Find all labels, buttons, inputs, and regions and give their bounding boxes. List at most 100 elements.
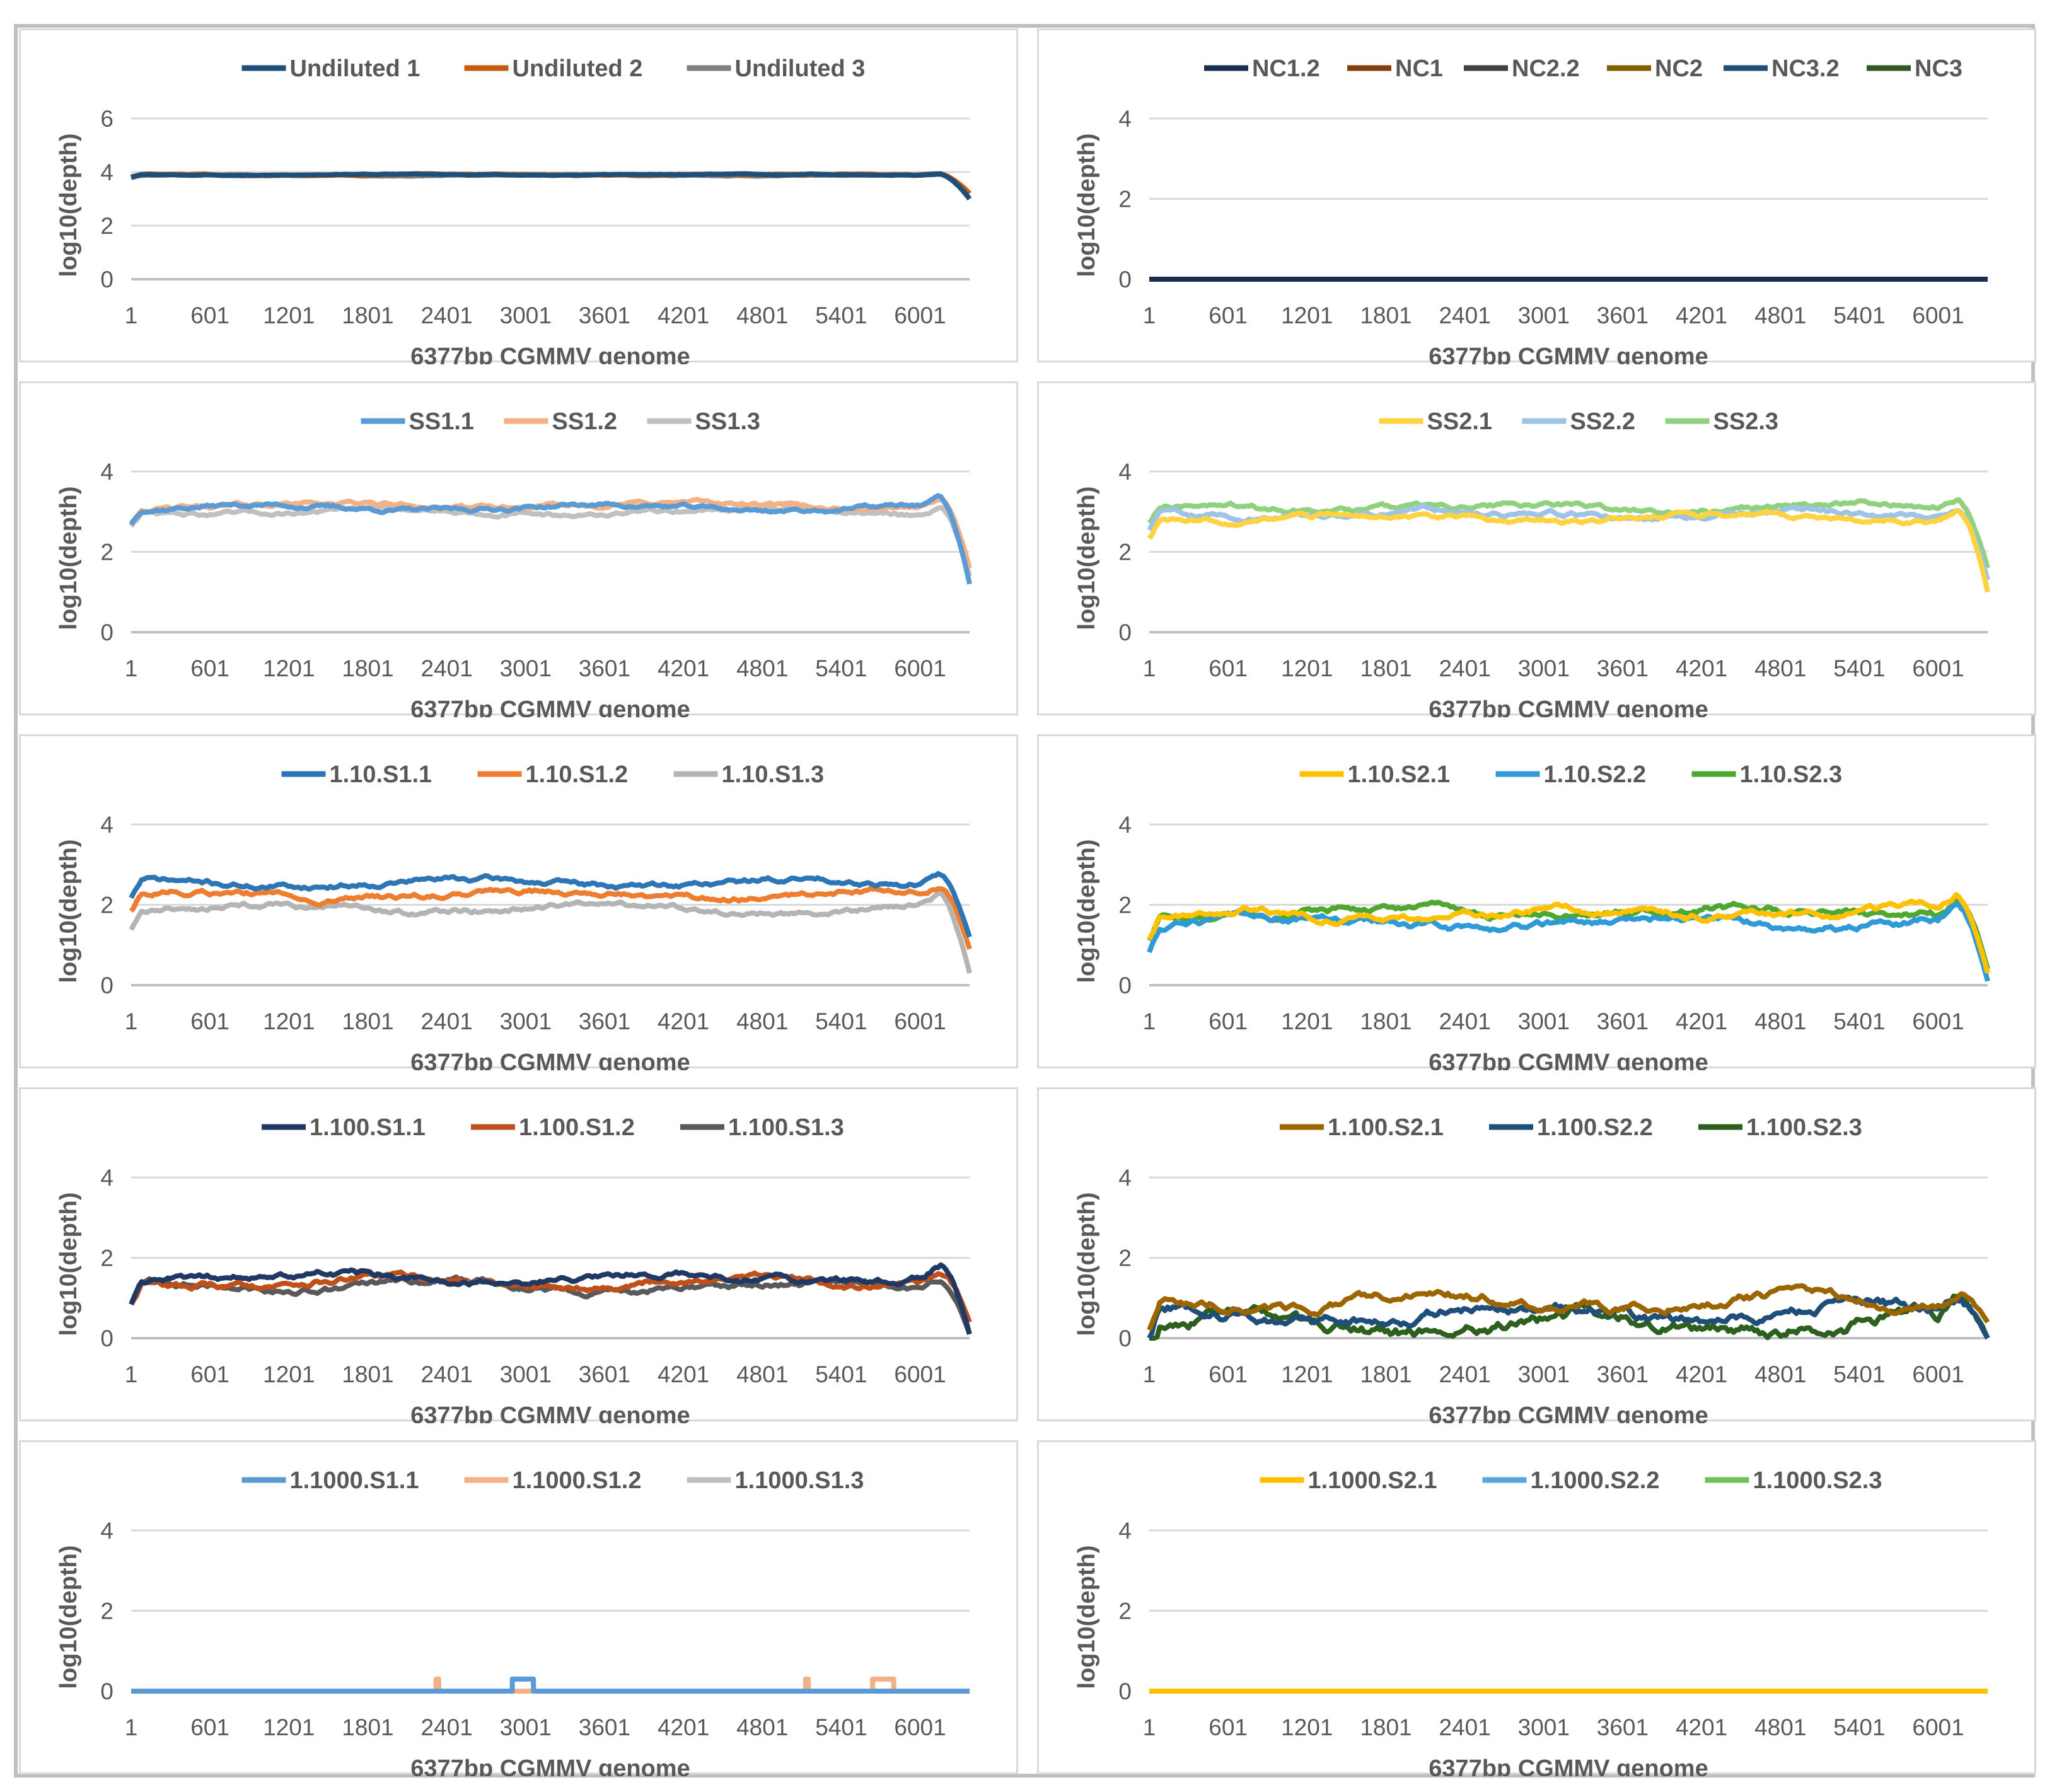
x-tick-label: 6001 bbox=[1912, 303, 1964, 328]
y-axis-label: log10(depth) bbox=[55, 840, 82, 983]
x-tick-label: 3601 bbox=[1597, 1361, 1649, 1387]
y-tick-label: 0 bbox=[1118, 267, 1132, 292]
y-tick-label: 0 bbox=[1118, 1679, 1132, 1704]
x-tick-label: 1 bbox=[1143, 303, 1156, 328]
x-tick-label: 3601 bbox=[579, 303, 630, 328]
legend-label: 1.100.S1.1 bbox=[310, 1114, 426, 1141]
x-tick-label: 1201 bbox=[1281, 1714, 1333, 1740]
x-axis-label: 6377bp CGMMV genome bbox=[410, 1402, 690, 1423]
x-tick-label: 1801 bbox=[342, 303, 393, 328]
legend-label: NC1.2 bbox=[1252, 55, 1320, 82]
y-tick-label: 4 bbox=[1118, 459, 1132, 485]
x-tick-label: 2401 bbox=[1439, 1714, 1490, 1740]
x-tick-label: 3601 bbox=[1597, 1714, 1649, 1740]
x-tick-label: 1 bbox=[125, 303, 138, 328]
x-tick-label: 5401 bbox=[815, 1009, 867, 1034]
legend-label: SS2.3 bbox=[1713, 408, 1779, 435]
x-tick-label: 1 bbox=[125, 1361, 138, 1387]
legend-label: 1.100.S2.1 bbox=[1328, 1114, 1444, 1141]
x-tick-label: 5401 bbox=[815, 303, 867, 328]
legend-label: 1.10.S1.3 bbox=[722, 761, 825, 788]
x-tick-label: 6001 bbox=[894, 1714, 946, 1740]
y-tick-label: 2 bbox=[100, 540, 113, 565]
x-tick-label: 3601 bbox=[579, 1009, 630, 1034]
series-line bbox=[1147, 892, 1990, 974]
y-tick-label: 0 bbox=[100, 267, 113, 292]
legend-label: 1.10.S1.1 bbox=[330, 761, 432, 788]
legend-label: 1.1000.S2.1 bbox=[1308, 1467, 1437, 1494]
legend-label: SS1.3 bbox=[695, 408, 761, 435]
legend-label: NC3 bbox=[1915, 55, 1962, 82]
series-line bbox=[129, 1262, 972, 1335]
y-tick-label: 0 bbox=[100, 620, 113, 645]
x-tick-label: 1801 bbox=[342, 1361, 393, 1387]
line-chart: 0 2 4 1 601 1201 1801 2401 3001 3601 4201 4801 5401 6… bbox=[1074, 55, 1988, 364]
y-tick-label: 2 bbox=[100, 1598, 113, 1624]
x-tick-label: 3001 bbox=[500, 1714, 552, 1740]
y-tick-label: 4 bbox=[100, 1518, 113, 1544]
y-tick-label: 2 bbox=[1118, 893, 1132, 918]
legend-label: 1.100.S1.3 bbox=[728, 1114, 844, 1141]
x-tick-label: 1 bbox=[1143, 656, 1156, 681]
x-tick-label: 1201 bbox=[263, 656, 315, 681]
legend-label: 1.1000.S1.2 bbox=[513, 1467, 642, 1494]
y-tick-label: 2 bbox=[1118, 1246, 1132, 1271]
legend-label: 1.1000.S2.2 bbox=[1531, 1467, 1660, 1494]
line-chart: 0 2 4 1 601 1201 1801 2401 3001 3601 4201 4801 5401 6… bbox=[1074, 761, 1990, 1070]
x-axis-label: 6377bp CGMMV genome bbox=[410, 1755, 690, 1776]
series-line bbox=[129, 493, 972, 585]
x-tick-label: 1801 bbox=[1360, 1714, 1411, 1740]
x-tick-label: 601 bbox=[1209, 1361, 1248, 1387]
x-tick-label: 5401 bbox=[815, 1361, 867, 1387]
x-tick-label: 6001 bbox=[894, 1009, 946, 1034]
x-tick-label: 3601 bbox=[579, 1361, 630, 1387]
series-line bbox=[129, 1269, 972, 1323]
x-tick-label: 3001 bbox=[1518, 1009, 1570, 1034]
chart-panel: 0 2 4 1 601 1201 1801 2401 3001 3601 4201 4801 5401 6… bbox=[1037, 1087, 2036, 1423]
x-tick-label: 1201 bbox=[1281, 1361, 1333, 1387]
series-line bbox=[129, 886, 972, 950]
x-tick-label: 1201 bbox=[263, 1714, 315, 1740]
chart-panel: 0 2 4 1 601 1201 1801 2401 3001 3601 4201 4801 5401 6… bbox=[19, 734, 1018, 1070]
y-tick-label: 2 bbox=[100, 893, 113, 918]
x-tick-label: 4801 bbox=[736, 1009, 788, 1034]
x-tick-label: 2401 bbox=[1439, 1009, 1490, 1034]
chart-panel: 0 2 4 1 601 1201 1801 2401 3001 3601 4201 4801 5401 6… bbox=[19, 381, 1018, 717]
series-line bbox=[1147, 508, 1990, 593]
x-tick-label: 4201 bbox=[1676, 656, 1727, 681]
y-tick-label: 0 bbox=[100, 1326, 113, 1351]
x-tick-label: 1201 bbox=[1281, 303, 1333, 328]
x-tick-label: 1801 bbox=[1360, 1361, 1411, 1387]
x-axis-label: 6377bp CGMMV genome bbox=[1429, 1755, 1708, 1776]
legend-label: SS2.2 bbox=[1570, 408, 1636, 435]
x-tick-label: 1201 bbox=[1281, 1009, 1333, 1034]
series-line bbox=[131, 1676, 970, 1694]
series-line bbox=[130, 171, 972, 200]
x-tick-label: 601 bbox=[190, 1361, 229, 1387]
y-tick-label: 2 bbox=[100, 213, 113, 239]
y-tick-label: 4 bbox=[100, 1165, 113, 1191]
line-chart: 0 2 4 1 601 1201 1801 2401 3001 3601 4201 4801 5401 6… bbox=[1074, 1467, 1988, 1776]
line-chart: 0 2 4 6 1 601 1201 1801 2401 3001 3601 4201 4801 5401… bbox=[55, 55, 972, 364]
x-tick-label: 4201 bbox=[658, 1009, 709, 1034]
x-tick-label: 6001 bbox=[894, 1361, 946, 1387]
x-tick-label: 6001 bbox=[1912, 1714, 1964, 1740]
legend-label: SS1.2 bbox=[552, 408, 618, 435]
x-axis-label: 6377bp CGMMV genome bbox=[410, 344, 690, 364]
line-chart: 0 2 4 1 601 1201 1801 2401 3001 3601 4201 4801 5401 6… bbox=[55, 1114, 972, 1423]
x-tick-label: 2401 bbox=[420, 1361, 472, 1387]
legend-label: 1.100.S2.3 bbox=[1746, 1114, 1862, 1141]
x-tick-label: 3001 bbox=[1518, 1361, 1570, 1387]
x-tick-label: 2401 bbox=[1439, 303, 1490, 328]
y-tick-label: 2 bbox=[1118, 187, 1132, 212]
x-tick-label: 1 bbox=[1143, 1361, 1156, 1387]
x-tick-label: 5401 bbox=[1833, 1009, 1885, 1034]
legend-label: 1.10.S2.1 bbox=[1348, 761, 1451, 788]
legend-label: NC3.2 bbox=[1771, 55, 1840, 82]
x-tick-label: 4801 bbox=[736, 1361, 788, 1387]
x-tick-label: 5401 bbox=[815, 656, 867, 681]
x-tick-label: 601 bbox=[190, 303, 229, 328]
x-tick-label: 4801 bbox=[1754, 656, 1806, 681]
x-axis-label: 6377bp CGMMV genome bbox=[1429, 344, 1708, 364]
legend-label: Undiluted 1 bbox=[290, 55, 420, 82]
